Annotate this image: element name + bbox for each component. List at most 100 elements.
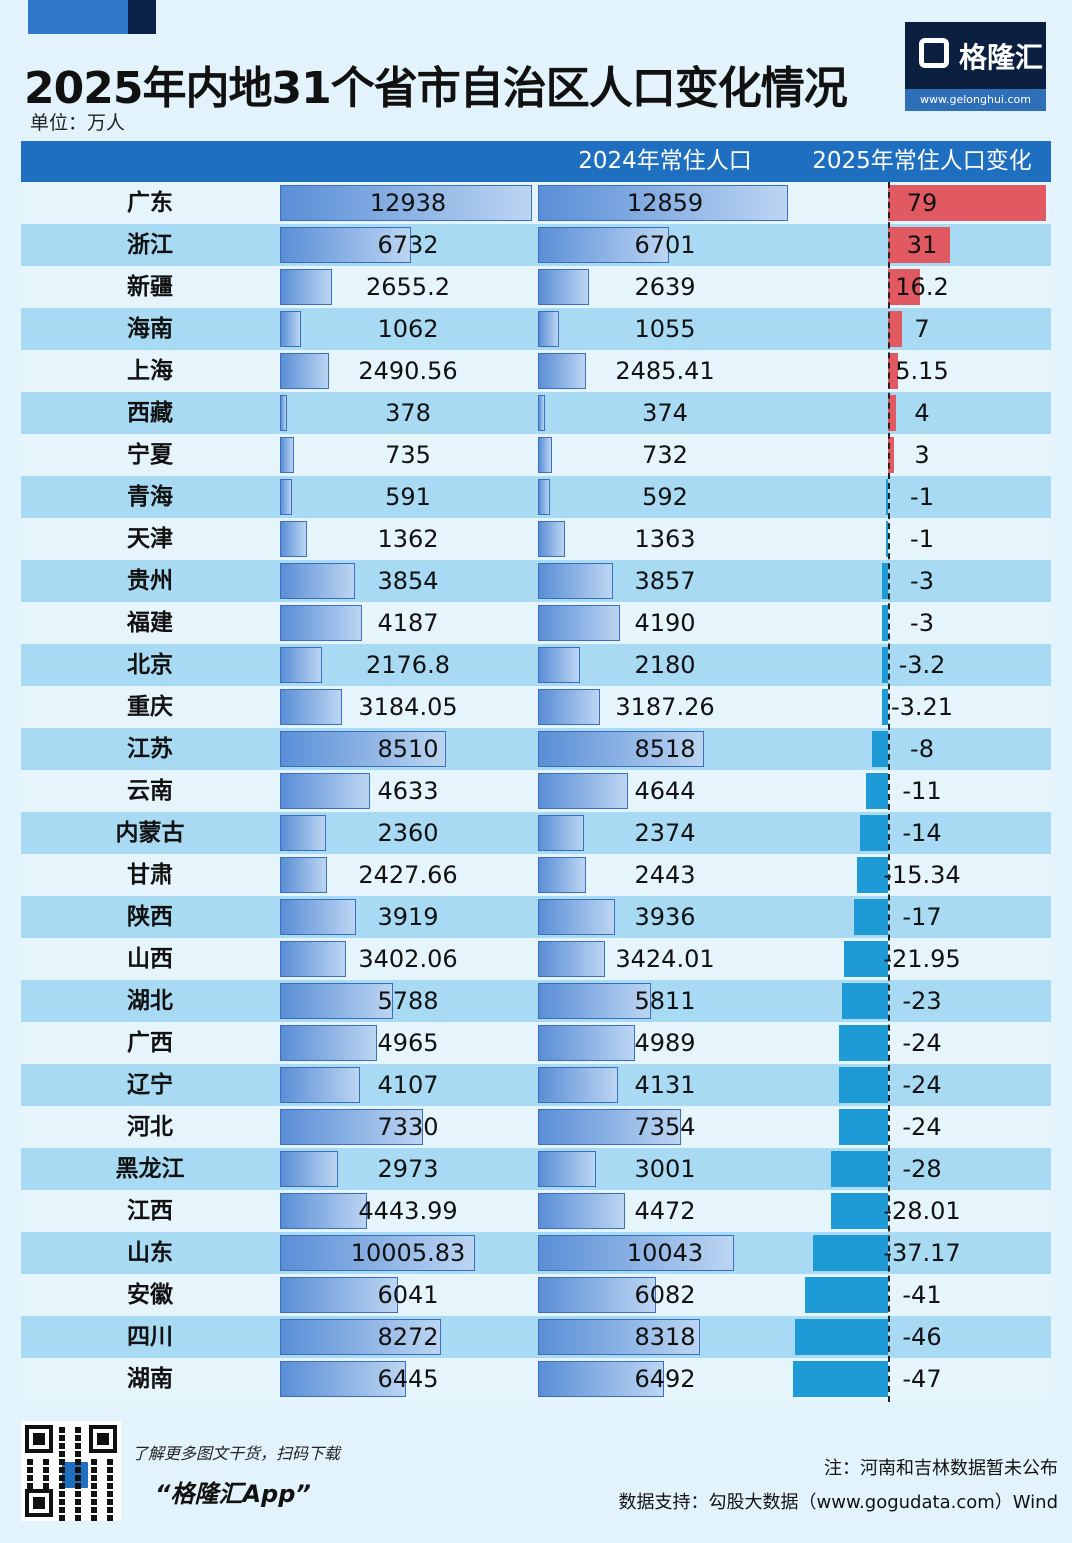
change-value: 31 bbox=[906, 231, 938, 259]
change-bar bbox=[859, 815, 888, 851]
bar-2025 bbox=[280, 353, 329, 389]
change-value: 79 bbox=[906, 189, 938, 217]
bar-2025 bbox=[280, 227, 412, 263]
bar-2025 bbox=[280, 521, 307, 557]
change-bar bbox=[839, 1109, 888, 1145]
table-row: 黑龙江 2973 3001 -28 bbox=[21, 1148, 1051, 1190]
value-2024: 4131 bbox=[634, 1071, 696, 1099]
bar-2024 bbox=[538, 983, 652, 1019]
value-2025: 2427.66 bbox=[358, 861, 458, 889]
value-2024: 3936 bbox=[634, 903, 696, 931]
table-row: 河北 7330 7354 -24 bbox=[21, 1106, 1051, 1148]
qr-module bbox=[91, 1475, 97, 1481]
table-row: 宁夏 735 732 3 bbox=[21, 434, 1051, 476]
table-row: 福建 4187 4190 -3 bbox=[21, 602, 1051, 644]
value-2024: 3424.01 bbox=[615, 945, 715, 973]
province-name: 山东 bbox=[127, 1240, 173, 1266]
change-bar bbox=[888, 353, 899, 389]
bar-2025 bbox=[280, 1193, 367, 1229]
bar-2024 bbox=[538, 647, 581, 683]
value-2025: 6041 bbox=[377, 1281, 439, 1309]
province-name: 贵州 bbox=[127, 568, 173, 594]
change-value: -1 bbox=[910, 525, 934, 553]
qr-module bbox=[59, 1475, 65, 1481]
province-name: 内蒙古 bbox=[115, 820, 185, 846]
unit-label: 单位：万人 bbox=[30, 112, 126, 134]
brand-logo: 格隆汇 www.gelonghui.com bbox=[905, 22, 1046, 111]
qr-module bbox=[107, 1515, 113, 1521]
bar-2025 bbox=[280, 773, 371, 809]
qr-module bbox=[75, 1483, 81, 1489]
value-2025: 2973 bbox=[377, 1155, 439, 1183]
change-bar bbox=[888, 311, 902, 347]
value-2024: 6492 bbox=[634, 1365, 696, 1393]
province-name: 天津 bbox=[127, 526, 173, 552]
change-bar bbox=[865, 773, 888, 809]
bar-2024 bbox=[538, 1319, 700, 1355]
value-2025: 5788 bbox=[377, 987, 439, 1015]
qr-module bbox=[107, 1467, 113, 1473]
bar-2024 bbox=[538, 521, 565, 557]
bar-2024 bbox=[538, 1235, 734, 1271]
bar-2025 bbox=[280, 395, 288, 431]
value-2025: 378 bbox=[385, 399, 431, 427]
change-value: -3 bbox=[910, 567, 934, 595]
qr-module bbox=[107, 1491, 113, 1497]
value-2024: 4989 bbox=[634, 1029, 696, 1057]
change-bar bbox=[856, 857, 888, 893]
province-name: 甘肃 bbox=[127, 862, 173, 888]
change-value: -37.17 bbox=[883, 1239, 961, 1267]
province-name: 江苏 bbox=[127, 736, 173, 762]
province-name: 海南 bbox=[127, 316, 173, 342]
qr-module bbox=[75, 1435, 81, 1441]
bar-2024 bbox=[538, 605, 620, 641]
province-name: 江西 bbox=[127, 1198, 173, 1224]
change-value: -3.21 bbox=[890, 693, 954, 721]
value-2025: 735 bbox=[385, 441, 431, 469]
bar-2024 bbox=[538, 689, 601, 725]
value-2025: 10005.83 bbox=[350, 1239, 466, 1267]
qr-module bbox=[107, 1459, 113, 1465]
zero-line bbox=[888, 182, 890, 1402]
change-bar bbox=[831, 1193, 888, 1229]
value-2025: 4633 bbox=[377, 777, 439, 805]
bar-2024 bbox=[538, 395, 546, 431]
qr-finder bbox=[33, 1433, 45, 1445]
value-2024: 6082 bbox=[634, 1281, 696, 1309]
province-name: 上海 bbox=[127, 358, 173, 384]
qr-module bbox=[59, 1435, 65, 1441]
qr-module bbox=[91, 1467, 97, 1473]
bar-2025 bbox=[280, 647, 323, 683]
data-source: 数据支持：勾股大数据（www.gogudata.com）Wind bbox=[618, 1492, 1058, 1513]
bar-2025 bbox=[280, 1235, 475, 1271]
province-name: 湖北 bbox=[127, 988, 173, 1014]
qr-module bbox=[91, 1507, 97, 1513]
bar-2025 bbox=[280, 1319, 442, 1355]
change-bar bbox=[881, 647, 888, 683]
change-value: -23 bbox=[902, 987, 942, 1015]
bar-2024 bbox=[538, 1277, 657, 1313]
change-value: 16.2 bbox=[895, 273, 949, 301]
table-row: 湖南 6445 6492 -47 bbox=[21, 1358, 1051, 1400]
table-row: 北京 2176.8 2180 -3.2 bbox=[21, 644, 1051, 686]
value-2025: 4443.99 bbox=[358, 1197, 458, 1225]
chart-title: 2025年内地31个省市自治区人口变化情况 bbox=[24, 63, 848, 114]
logo-text: 格隆汇 bbox=[959, 41, 1044, 74]
qr-module bbox=[91, 1499, 97, 1505]
qr-module bbox=[91, 1515, 97, 1521]
province-name: 湖南 bbox=[127, 1366, 173, 1392]
table-row: 天津 1362 1363 -1 bbox=[21, 518, 1051, 560]
qr-module bbox=[75, 1491, 81, 1497]
table-row: 湖北 5788 5811 -23 bbox=[21, 980, 1051, 1022]
bar-2024 bbox=[538, 1025, 636, 1061]
value-2024: 4644 bbox=[634, 777, 696, 805]
bar-2024 bbox=[538, 941, 605, 977]
qr-module bbox=[59, 1499, 65, 1505]
value-2025: 1362 bbox=[377, 525, 439, 553]
change-value: -24 bbox=[902, 1071, 942, 1099]
bar-2025 bbox=[280, 689, 343, 725]
qr-module bbox=[75, 1451, 81, 1457]
value-2025: 591 bbox=[385, 483, 431, 511]
bar-2024 bbox=[538, 185, 789, 221]
qr-module bbox=[91, 1491, 97, 1497]
